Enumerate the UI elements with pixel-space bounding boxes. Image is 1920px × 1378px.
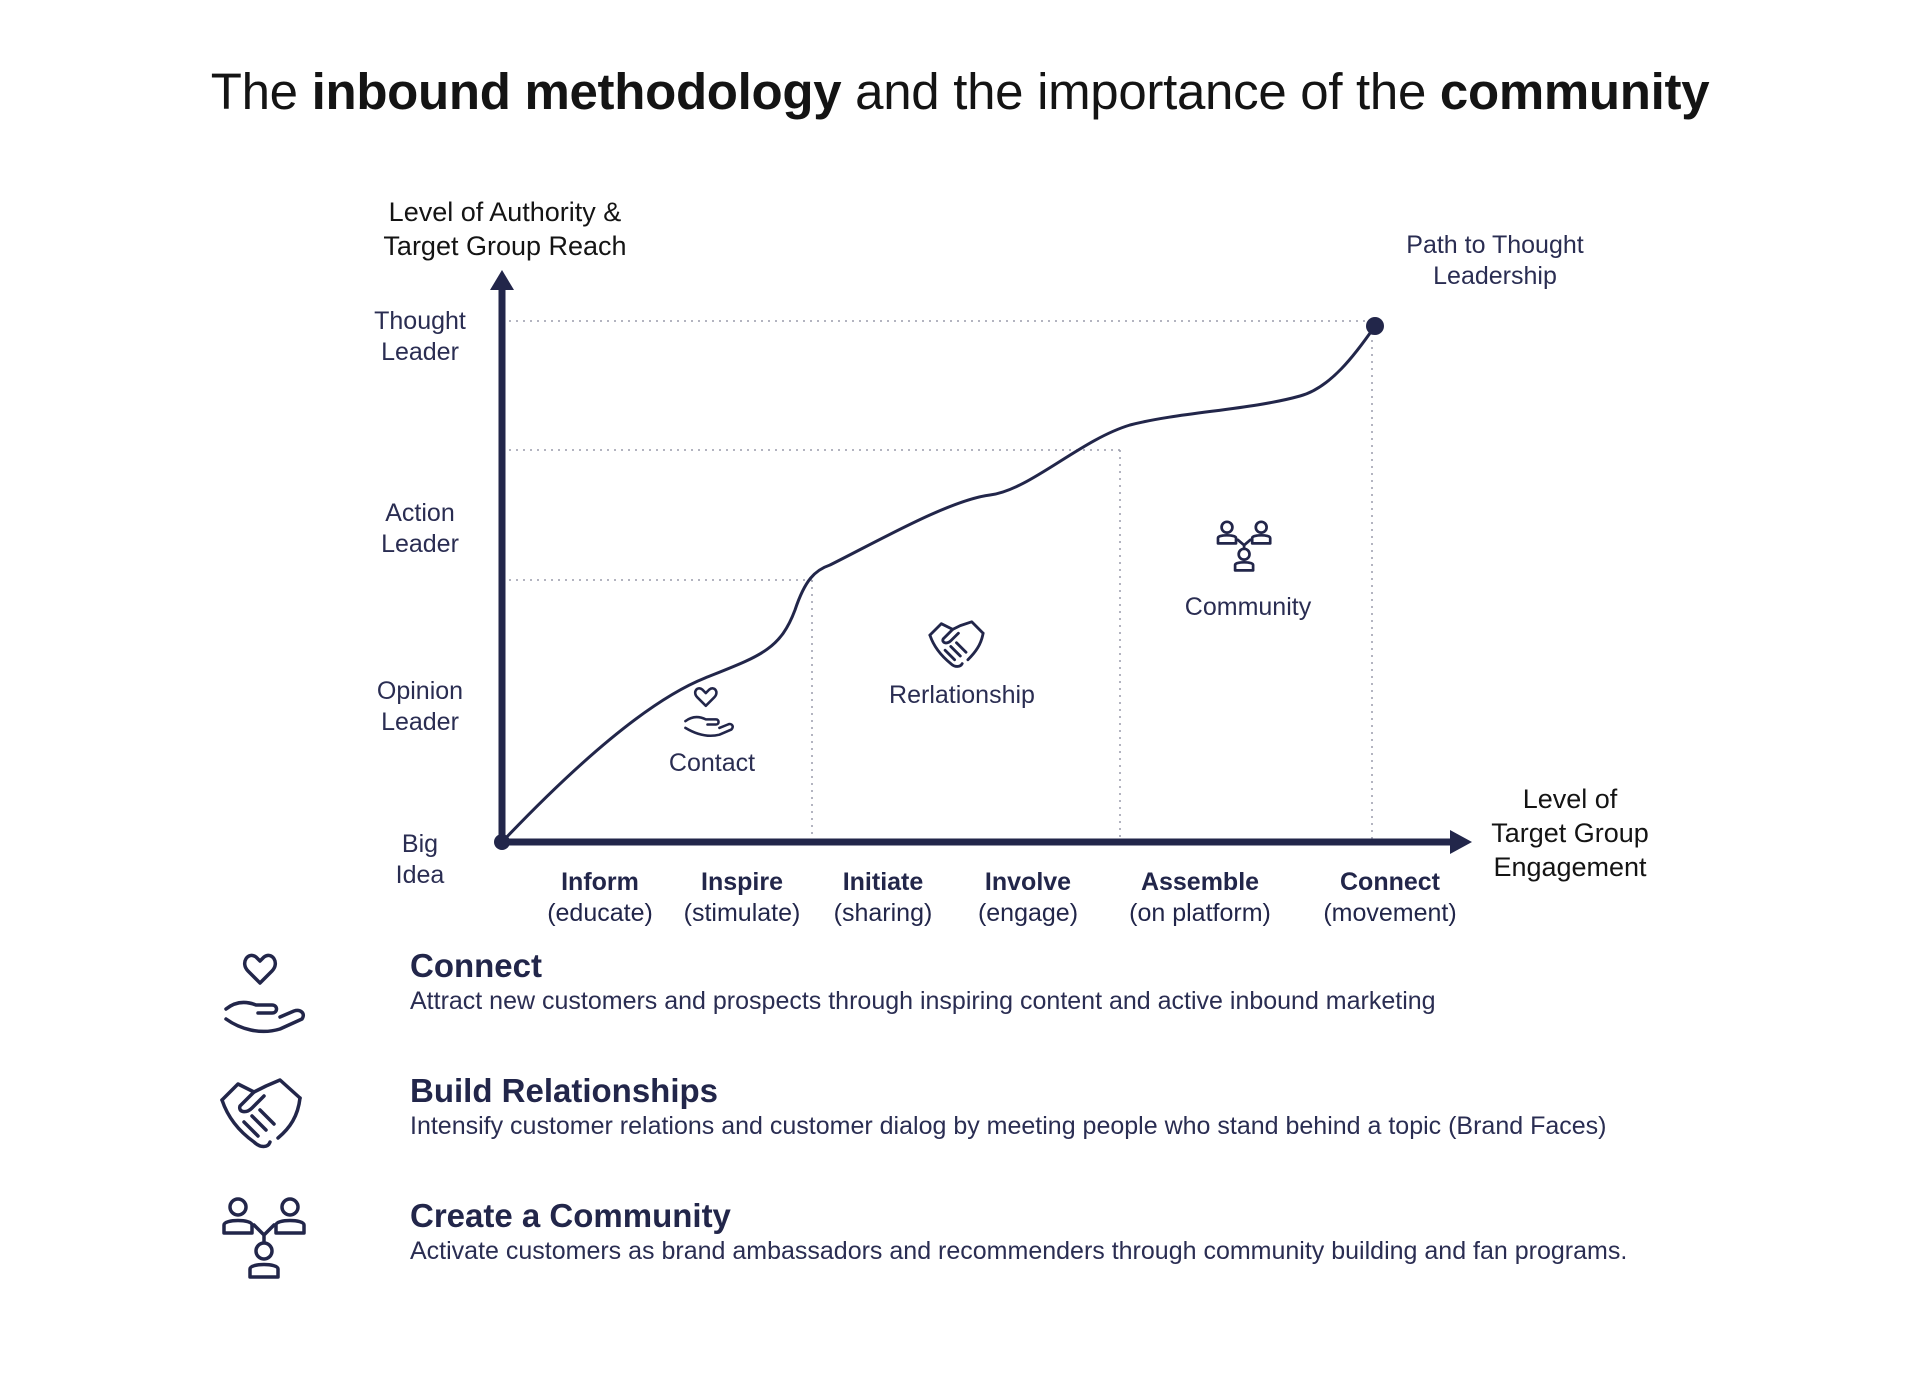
- page-title: The inbound methodology and the importan…: [0, 62, 1920, 121]
- zone-relationship-label: Rerlationship: [889, 681, 1035, 709]
- title-text-1: The: [210, 63, 312, 120]
- heart-hand-icon: [224, 953, 306, 1034]
- y-level-big-idea: Big Idea: [395, 830, 445, 889]
- title-text-2: and the importance of the: [841, 63, 1440, 120]
- diagram-graphic: [490, 270, 1472, 854]
- legend-item-connect: Connect Attract new customers and prospe…: [0, 945, 1920, 1055]
- path-label: Path to Thought Leadership: [1406, 231, 1584, 290]
- legend-title-relationships: Build Relationships: [410, 1072, 719, 1109]
- stage-inspire: Inspire (stimulate): [683, 868, 801, 927]
- handshake-icon: [220, 1078, 302, 1149]
- stage-inform: Inform (educate): [547, 868, 653, 927]
- path-curve: [500, 325, 1377, 844]
- x-axis-arrow: [1450, 830, 1472, 854]
- stage-initiate: Initiate (sharing): [833, 868, 933, 927]
- y-level-thought-leader: Thought Leader: [374, 307, 466, 366]
- legend-item-community: Create a Community Activate customers as…: [0, 1195, 1920, 1305]
- community-zone-icon: [1216, 520, 1272, 572]
- y-axis-title: Level of Authority & Target Group Reach: [383, 197, 627, 261]
- legend-desc-community: Activate customers as brand ambassadors …: [410, 1237, 1628, 1265]
- legend-item-relationships: Build Relationships Intensify customer r…: [0, 1070, 1920, 1180]
- zone-community-label: Community: [1184, 593, 1312, 621]
- title-bold-1: inbound methodology: [311, 63, 842, 120]
- origin-dot: [494, 834, 510, 850]
- title-bold-2: community: [1439, 63, 1710, 120]
- y-level-opinion-leader: Opinion Leader: [376, 677, 464, 736]
- legend-title-connect: Connect: [410, 947, 542, 984]
- zone-contact-label: Contact: [668, 749, 756, 777]
- y-axis-arrow: [490, 270, 514, 290]
- endpoint-dot: [1366, 317, 1384, 335]
- stage-connect: Connect (movement): [1323, 868, 1457, 927]
- community-icon: [222, 1197, 306, 1279]
- legend-title-community: Create a Community: [410, 1197, 731, 1234]
- y-level-action-leader: Action Leader: [381, 499, 459, 558]
- stage-involve: Involve (engage): [977, 868, 1079, 927]
- methodology-diagram: Level of Authority & Target Group Reach …: [374, 197, 1649, 927]
- relationship-zone-icon: [928, 620, 985, 668]
- stage-assemble: Assemble (on platform): [1129, 868, 1271, 927]
- legend-desc-relationships: Intensify customer relations and custome…: [410, 1112, 1607, 1140]
- legend-desc-connect: Attract new customers and prospects thro…: [410, 987, 1436, 1015]
- contact-zone-icon: [684, 687, 734, 738]
- x-axis-title: Level of Target Group Engagement: [1491, 784, 1649, 882]
